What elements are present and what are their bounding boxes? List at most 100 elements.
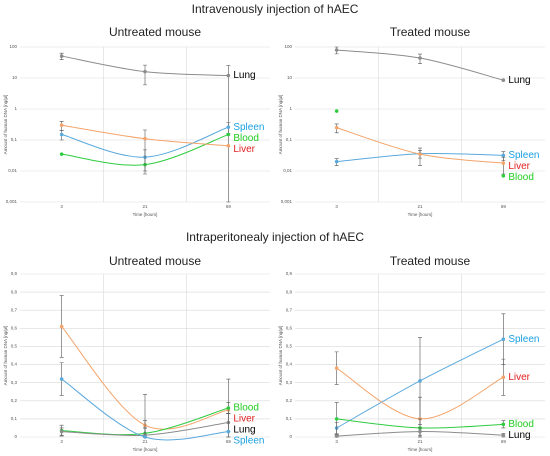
data-point (418, 152, 422, 156)
data-point (226, 125, 231, 129)
y-tick-label: 0,5 (286, 344, 293, 349)
y-tick-label: 1 (289, 106, 292, 111)
series-label: Blood (233, 133, 259, 144)
series-label: Liver (508, 161, 530, 172)
series-label: Liver (508, 372, 530, 383)
data-point (59, 123, 64, 128)
chart-title: Untreated mouse (109, 25, 201, 39)
data-point (334, 159, 339, 164)
x-tick-label: 21 (417, 204, 423, 209)
data-point (226, 143, 231, 148)
y-tick-label: 0,8 (286, 289, 293, 294)
data-point (501, 422, 506, 427)
data-point (501, 433, 506, 437)
y-tick-label: 0,9 (11, 271, 18, 276)
series-label: Blood (233, 403, 259, 414)
chart: Untreated mouse 0,001 0,01 0,1 1 10 100 3 21 69 Ti… (3, 25, 270, 217)
data-point (334, 417, 339, 421)
data-point (59, 429, 64, 434)
x-tick-label: 21 (142, 439, 148, 444)
data-point (501, 153, 506, 158)
y-axis-label: Amount of human DNA [ng/µl] (3, 326, 8, 386)
chart-title: Treated mouse (390, 25, 471, 39)
series-label: Spleen (233, 436, 264, 447)
data-point (59, 152, 64, 156)
y-tick-label: 0,4 (286, 362, 293, 367)
data-point (334, 434, 339, 438)
series-label: Spleen (508, 150, 539, 161)
data-point (501, 78, 506, 82)
data-point (59, 132, 64, 137)
y-tick-label: 0,2 (286, 398, 293, 403)
data-point (334, 125, 339, 130)
data-point (334, 366, 339, 370)
y-tick-label: 0,01 (283, 168, 292, 173)
y-tick-label: 0,9 (286, 271, 293, 276)
y-tick-label: 0,7 (11, 307, 18, 312)
x-tick-label: 69 (501, 204, 507, 209)
series-label: Lung (508, 75, 530, 86)
data-point (226, 429, 231, 434)
y-tick-label: 0,2 (11, 398, 18, 403)
y-axis-label: Amount of human DNA [ng/µl] (278, 326, 283, 386)
y-tick-label: 0,6 (11, 326, 18, 331)
error-bar (143, 129, 147, 172)
x-axis-label: Time [hours] (408, 447, 433, 452)
x-tick-label: 3 (335, 204, 338, 209)
y-tick-label: 0,5 (11, 344, 18, 349)
data-point (418, 379, 422, 383)
data-point (59, 324, 64, 329)
y-tick-label: 0,1 (286, 416, 293, 421)
x-axis-label: Time [hours] (133, 212, 158, 217)
chart-title: Treated mouse (390, 254, 471, 268)
series-label: Liver (233, 144, 255, 155)
y-tick-label: 0,8 (11, 289, 18, 294)
series-label: Liver (233, 414, 255, 425)
data-point (501, 375, 506, 380)
data-point (418, 56, 422, 60)
x-tick-label: 21 (142, 204, 148, 209)
x-axis-label: Time [hours] (408, 212, 433, 217)
y-tick-label: 0,1 (286, 137, 293, 142)
y-tick-label: 0,6 (286, 326, 293, 331)
data-point (143, 435, 147, 439)
series-label: Spleen (508, 334, 539, 345)
y-axis-label: Amount of human DNA [ng/µl] (3, 95, 8, 155)
x-axis-label: Time [hours] (133, 447, 158, 452)
x-tick-label: 69 (226, 439, 232, 444)
x-tick-label: 69 (226, 204, 232, 209)
y-tick-label: 0,1 (11, 137, 18, 142)
x-tick-label: 3 (60, 439, 63, 444)
y-tick-label: 0,7 (286, 307, 293, 312)
error-bar (418, 147, 422, 166)
x-tick-label: 21 (417, 439, 423, 444)
data-point (226, 132, 231, 137)
chart-title: Untreated mouse (109, 254, 201, 268)
series-label: Lung (508, 430, 530, 441)
y-tick-label: 0,3 (11, 380, 18, 385)
y-tick-label: 10 (287, 75, 293, 80)
y-tick-label: 0,01 (8, 168, 17, 173)
data-point (143, 69, 147, 74)
data-point (334, 109, 339, 113)
chart: Untreated mouse 0 0,1 0,2 0,3 0,4 0,5 0,6 0,7 0,8… (3, 254, 270, 452)
data-point (334, 48, 339, 52)
chart: Treated mouse 0,001 0,01 0,1 1 10 100 3 21 69 Time… (278, 25, 545, 217)
series-label: Blood (508, 419, 534, 430)
data-point (59, 54, 64, 58)
y-tick-label: 0,4 (11, 362, 18, 367)
y-tick-label: 0,1 (11, 416, 18, 421)
series-label: Blood (508, 172, 534, 183)
data-point (418, 429, 422, 434)
y-tick-label: 100 (284, 44, 292, 49)
data-point (501, 174, 506, 178)
y-tick-label: 0,3 (286, 380, 293, 385)
section-title: Intraperitonealy injection of hAEC (186, 230, 364, 244)
y-axis-label: Amount of human DNA [ng/µl] (278, 95, 283, 155)
x-tick-label: 3 (60, 204, 63, 209)
error-bar (501, 156, 506, 175)
y-tick-label: 0,001 (6, 199, 18, 204)
y-tick-label: 0,001 (281, 199, 293, 204)
series-label: Lung (233, 425, 255, 436)
